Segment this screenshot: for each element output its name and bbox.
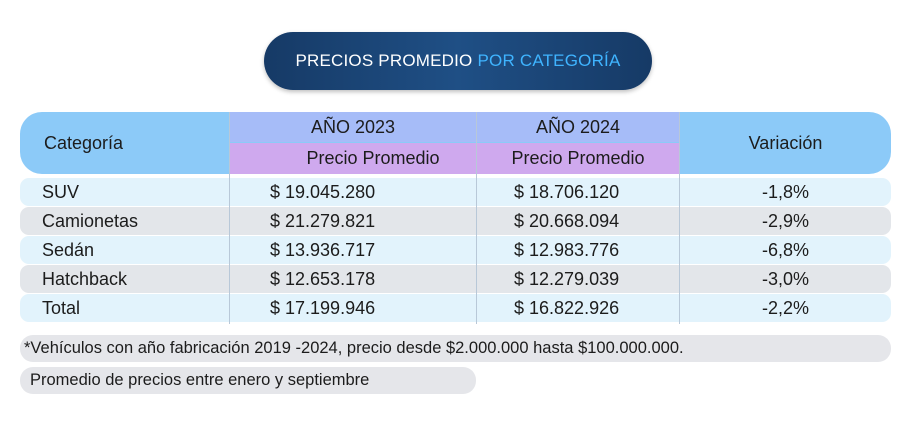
- cell-category: Camionetas: [42, 210, 139, 231]
- cell-price-2024: $ 16.822.926: [514, 297, 620, 318]
- cell-variation: -1,8%: [761, 181, 810, 202]
- table-row: Hatchback $ 12.653.178 $ 12.279.039 -3,0…: [20, 265, 891, 293]
- title-part-1: PRECIOS PROMEDIO: [295, 51, 473, 70]
- cell-price-2024: $ 12.279.039: [514, 268, 620, 289]
- cell-category: Sedán: [42, 239, 95, 260]
- table-row: Total $ 17.199.946 $ 16.822.926 -2,2%: [20, 294, 891, 322]
- cell-price-2023: $ 19.045.280: [270, 181, 376, 202]
- header-year-2024: AÑO 2024: [477, 112, 679, 142]
- header-category: Categoría: [44, 132, 124, 153]
- price-table: Categoría AÑO 2023 AÑO 2024 Precio Prome…: [20, 112, 891, 324]
- cell-variation: -2,2%: [761, 297, 810, 318]
- cell-category: Hatchback: [42, 268, 128, 289]
- cell-price-2023: $ 12.653.178: [270, 268, 376, 289]
- cell-price-2024: $ 18.706.120: [514, 181, 620, 202]
- footnote-line-1: *Vehículos con año fabricación 2019 -202…: [20, 335, 891, 362]
- cell-category: Total: [42, 297, 81, 318]
- cell-variation: -2,9%: [761, 210, 810, 231]
- table-row: Camionetas $ 21.279.821 $ 20.668.094 -2,…: [20, 207, 891, 235]
- column-divider: [229, 112, 230, 324]
- header-sub-2023: Precio Promedio: [230, 143, 476, 174]
- table-row: SUV $ 19.045.280 $ 18.706.120 -1,8%: [20, 178, 891, 206]
- cell-category: SUV: [42, 181, 80, 202]
- cell-price-2023: $ 13.936.717: [270, 239, 376, 260]
- cell-price-2023: $ 17.199.946: [270, 297, 376, 318]
- cell-price-2024: $ 20.668.094: [514, 210, 620, 231]
- table-row: Sedán $ 13.936.717 $ 12.983.776 -6,8%: [20, 236, 891, 264]
- header-variation: Variación: [748, 132, 823, 153]
- column-divider: [679, 112, 680, 324]
- cell-variation: -6,8%: [761, 239, 810, 260]
- cell-price-2023: $ 21.279.821: [270, 210, 376, 231]
- title-part-2: POR CATEGORÍA: [477, 51, 621, 70]
- table-title: PRECIOS PROMEDIO POR CATEGORÍA: [264, 32, 652, 90]
- header-sub-2024: Precio Promedio: [477, 143, 679, 174]
- footnote-line-2: Promedio de precios entre enero y septie…: [20, 367, 476, 394]
- column-divider: [476, 112, 477, 324]
- cell-variation: -3,0%: [761, 268, 810, 289]
- cell-price-2024: $ 12.983.776: [514, 239, 620, 260]
- header-year-2023: AÑO 2023: [230, 112, 476, 142]
